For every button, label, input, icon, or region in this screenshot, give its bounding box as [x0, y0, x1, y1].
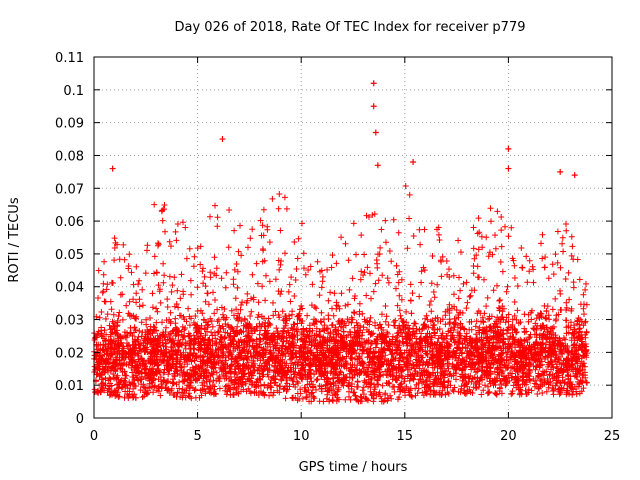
- scatter-point: [370, 80, 377, 87]
- x-axis-label: GPS time / hours: [299, 460, 408, 475]
- scatter-point-cloud: [91, 183, 591, 405]
- y-axis-label: ROTI / TECUs: [7, 197, 22, 282]
- plot-frame: [93, 56, 613, 419]
- x-tick-label: 15: [397, 429, 414, 444]
- scatter-point: [109, 165, 116, 172]
- x-tick-label: 25: [604, 429, 621, 444]
- y-tick-label: 0.09: [55, 117, 84, 132]
- chart-title: Day 026 of 2018, Rate Of TEC Index for r…: [175, 20, 526, 35]
- x-tick-label: 10: [293, 429, 310, 444]
- y-axis-ticks: 0 0.01 0.02 0.03 0.04 0.05 0.06 0.07 0.08 0.09 0.1…: [55, 51, 612, 427]
- scatter-point: [410, 159, 417, 166]
- scatter-point: [505, 165, 512, 172]
- scatter-point: [219, 136, 226, 143]
- x-tick-label: 0: [90, 429, 98, 444]
- y-tick-label: 0: [76, 412, 84, 427]
- y-tick-label: 0.04: [55, 281, 84, 296]
- scatter-point: [505, 145, 512, 152]
- scatter-point: [372, 129, 379, 136]
- scatter-point: [374, 162, 381, 169]
- y-tick-label: 0.05: [55, 248, 84, 263]
- x-tick-label: 5: [193, 429, 201, 444]
- scatter-point: [571, 172, 578, 179]
- y-tick-label: 0.01: [55, 379, 84, 394]
- x-tick-label: 20: [500, 429, 517, 444]
- data-points: [91, 80, 591, 405]
- x-axis-ticks: 0 5 10 15 20 25: [90, 57, 620, 444]
- scatter-point: [557, 168, 564, 175]
- y-tick-label: 0.03: [55, 314, 84, 329]
- y-tick-label: 0.02: [55, 346, 84, 361]
- y-tick-label: 0.08: [55, 149, 84, 164]
- y-tick-label: 0.1: [63, 84, 84, 99]
- y-tick-label: 0.07: [55, 182, 84, 197]
- scatter-point: [370, 103, 377, 110]
- y-tick-label: 0.11: [55, 51, 84, 66]
- y-tick-label: 0.06: [55, 215, 84, 230]
